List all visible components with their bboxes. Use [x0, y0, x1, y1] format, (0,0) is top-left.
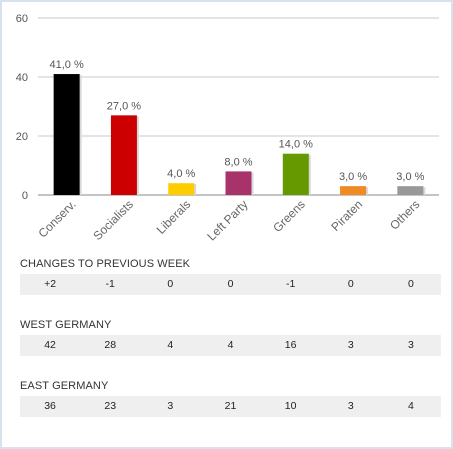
bar — [340, 186, 367, 195]
data-label: 41,0 % — [50, 59, 84, 71]
bar — [53, 74, 80, 195]
x-tick-label: Socialists — [90, 197, 136, 243]
changes-row: +2 -1 0 0 -1 0 0 — [20, 274, 441, 295]
table-cell: +2 — [44, 278, 57, 290]
table-cell: 16 — [284, 339, 297, 351]
west-germany-title: WEST GERMANY — [20, 319, 112, 331]
x-tick-label: Others — [387, 197, 422, 232]
data-label: 3,0 % — [339, 171, 367, 183]
table-cell: 3 — [167, 400, 174, 412]
table-cell: 23 — [104, 400, 117, 412]
x-tick-label: Liberals — [154, 197, 194, 237]
data-label: 3,0 % — [396, 171, 424, 183]
y-tick-label: 40 — [16, 72, 28, 84]
x-tick-label: Piraten — [328, 197, 365, 234]
y-tick-label: 20 — [16, 131, 28, 143]
east-germany-title: EAST GERMANY — [20, 380, 109, 392]
data-label: 4,0 % — [167, 168, 195, 180]
x-tick-label: Greens — [270, 197, 308, 235]
changes-title: CHANGES TO PREVIOUS WEEK — [20, 258, 191, 270]
table-cell: 0 — [347, 278, 354, 290]
changes-section: CHANGES TO PREVIOUS WEEK +2 -1 0 0 -1 0 … — [20, 257, 441, 295]
table-cell: 0 — [407, 278, 414, 290]
table-cell: 10 — [284, 400, 297, 412]
east-germany-section: EAST GERMANY 36 23 3 21 10 3 4 — [20, 379, 441, 417]
table-cell: 4 — [407, 400, 414, 412]
east-germany-row: 36 23 3 21 10 3 4 — [20, 396, 441, 417]
table-cell: 42 — [44, 339, 56, 351]
table-cell: 0 — [167, 278, 174, 290]
bar — [225, 171, 252, 195]
table-cell: -1 — [285, 278, 296, 290]
table-cell: 4 — [167, 339, 174, 351]
table-cell: 28 — [104, 339, 117, 351]
table-cell: 4 — [227, 339, 234, 351]
x-tick-label: Left Party — [204, 197, 250, 243]
table-cell: 21 — [224, 400, 237, 412]
west-germany-row: 42 28 4 4 16 3 3 — [20, 335, 441, 356]
data-label: 8,0 % — [224, 156, 252, 168]
bar — [168, 183, 195, 195]
poll-bar-chart: 0 20 40 60 41,0 % Conserv. 27,0 % Socialists 4,0… — [16, 13, 439, 243]
table-cell: 0 — [227, 278, 234, 290]
data-label: 27,0 % — [107, 100, 141, 112]
table-cell: 36 — [44, 400, 56, 412]
west-germany-section: WEST GERMANY 42 28 4 4 16 3 3 — [20, 318, 441, 356]
table-cell: 3 — [347, 339, 354, 351]
y-tick-label: 60 — [16, 13, 28, 25]
bar — [397, 186, 424, 195]
x-tick-label: Conserv. — [36, 197, 79, 240]
table-cell: -1 — [105, 278, 115, 290]
y-tick-label: 0 — [22, 190, 28, 202]
table-cell: 3 — [347, 400, 354, 412]
bar — [110, 115, 137, 195]
bar — [282, 153, 309, 195]
table-cell: 3 — [407, 339, 414, 351]
data-label: 14,0 % — [279, 139, 313, 151]
